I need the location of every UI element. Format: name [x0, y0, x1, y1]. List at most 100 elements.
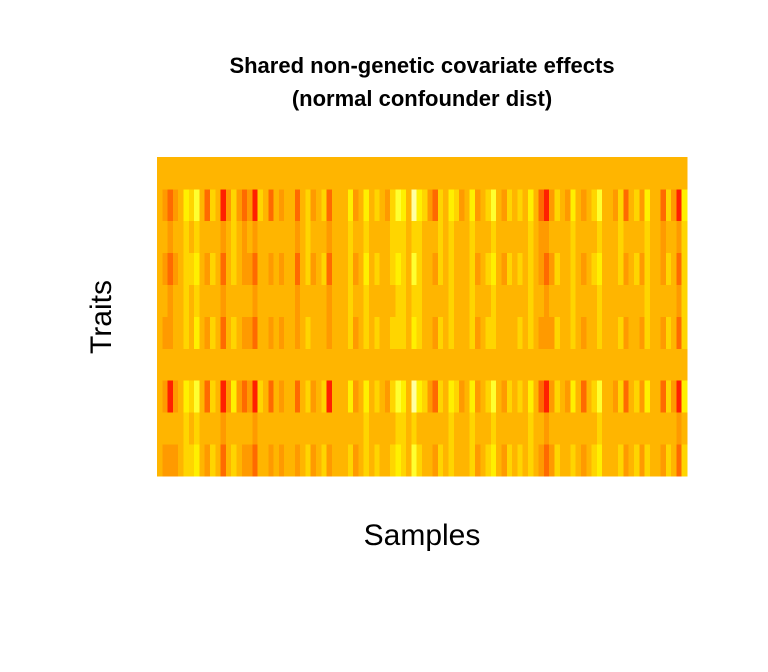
heatmap-cell — [379, 412, 386, 445]
heatmap-cell — [464, 284, 471, 317]
heatmap-cell — [448, 157, 455, 190]
heatmap-cell — [241, 444, 248, 477]
heatmap-cell — [353, 316, 359, 349]
heatmap-cell — [464, 348, 471, 381]
heatmap-cell — [475, 412, 481, 445]
heatmap-cell — [416, 444, 423, 477]
heatmap-cell — [395, 412, 402, 445]
heatmap-cell — [300, 380, 306, 413]
heatmap-cell — [660, 380, 667, 413]
heatmap-cell — [188, 188, 195, 222]
heatmap-cell — [602, 252, 608, 285]
heatmap-cell — [199, 157, 206, 190]
heatmap-cell — [384, 188, 391, 222]
heatmap-cell — [644, 348, 651, 381]
heatmap-cell — [231, 252, 237, 285]
heatmap-cell — [475, 220, 481, 254]
heatmap-cell — [284, 284, 290, 317]
heatmap-cell — [522, 220, 529, 254]
heatmap-cell — [326, 157, 333, 190]
heatmap-cell — [655, 444, 661, 477]
heatmap-cell — [257, 220, 264, 254]
heatmap-cell — [199, 348, 206, 381]
heatmap-cell — [384, 444, 391, 477]
heatmap-cell — [210, 284, 216, 317]
heatmap-cell — [188, 380, 195, 413]
heatmap-cell — [231, 220, 237, 254]
heatmap-cell — [167, 284, 174, 317]
heatmap-cell — [517, 188, 524, 222]
heatmap-cell — [411, 348, 418, 381]
heatmap-cell — [485, 412, 492, 445]
heatmap-cell — [559, 188, 566, 222]
heatmap-cell — [172, 316, 179, 349]
heatmap-cell — [596, 444, 603, 477]
heatmap-cell — [655, 284, 661, 317]
heatmap-cell — [612, 188, 619, 222]
heatmap-cell — [660, 252, 667, 285]
heatmap-cell — [628, 444, 635, 477]
heatmap-cell — [496, 284, 502, 317]
heatmap-cell — [453, 220, 460, 254]
heatmap-cell — [167, 157, 174, 190]
heatmap-cell — [618, 412, 624, 445]
heatmap-cell — [183, 157, 190, 190]
heatmap-cell — [321, 252, 327, 285]
heatmap-cell — [363, 252, 370, 285]
heatmap-cell — [204, 348, 211, 381]
heatmap-cell — [406, 188, 412, 222]
heatmap-cell — [178, 284, 184, 317]
heatmap-cell — [363, 348, 370, 381]
heatmap-cell — [623, 444, 630, 477]
heatmap-cell — [162, 412, 168, 445]
heatmap-cell — [543, 220, 550, 254]
heatmap-cell — [353, 348, 359, 381]
heatmap-cell — [406, 380, 412, 413]
heatmap-cell — [183, 284, 190, 317]
heatmap-cell — [485, 188, 492, 222]
heatmap-cell — [172, 444, 179, 477]
heatmap-cell — [506, 284, 513, 317]
heatmap-cell — [225, 444, 232, 477]
heatmap-cell — [639, 157, 645, 190]
heatmap-cell — [586, 284, 592, 317]
heatmap-cell — [363, 316, 370, 349]
heatmap-cell — [612, 380, 619, 413]
heatmap-cell — [247, 380, 253, 413]
heatmap-cell — [543, 348, 550, 381]
heatmap-cell — [681, 157, 688, 190]
heatmap-cell — [676, 412, 683, 445]
heatmap-cell — [559, 284, 566, 317]
heatmap-cell — [188, 316, 195, 349]
heatmap-cell — [294, 220, 301, 254]
heatmap-cell — [231, 157, 237, 190]
heatmap-cell — [289, 284, 296, 317]
heatmap-cell — [188, 220, 195, 254]
heatmap-cell — [681, 412, 688, 445]
heatmap-cell — [528, 220, 534, 254]
heatmap-cell — [231, 188, 237, 222]
heatmap-cell — [390, 444, 396, 477]
heatmap-cell — [655, 157, 661, 190]
heatmap-cell — [671, 220, 677, 254]
heatmap-cell — [326, 188, 333, 222]
heatmap-cell — [194, 220, 200, 254]
heatmap-cell — [252, 157, 259, 190]
heatmap-cell — [220, 157, 227, 190]
heatmap-cell — [591, 444, 598, 477]
heatmap-cell — [660, 157, 667, 190]
heatmap-cell — [437, 157, 444, 190]
heatmap-cell — [496, 348, 502, 381]
heatmap-cell — [374, 157, 380, 190]
heatmap-cell — [273, 188, 280, 222]
heatmap-cell — [167, 188, 174, 222]
heatmap-cell — [194, 348, 200, 381]
heatmap-cell — [681, 220, 688, 254]
heatmap-cell — [231, 444, 237, 477]
heatmap-cell — [506, 188, 513, 222]
heatmap-cell — [528, 188, 534, 222]
heatmap-cell — [596, 220, 603, 254]
heatmap-cell — [331, 412, 338, 445]
heatmap-cell — [649, 220, 656, 254]
heatmap-cell — [162, 252, 168, 285]
